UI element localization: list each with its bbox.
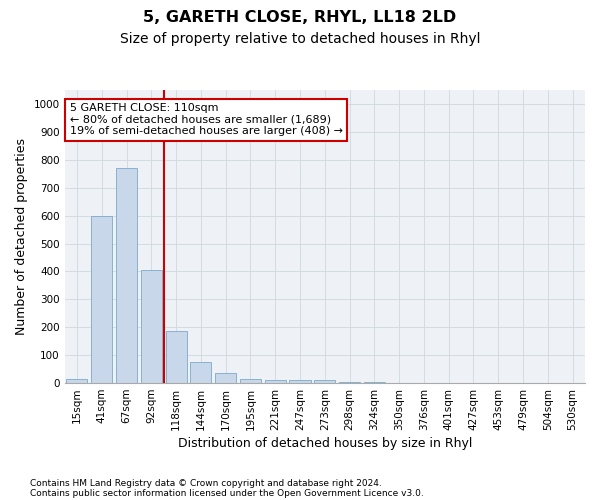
Bar <box>289 380 311 383</box>
Bar <box>240 378 261 383</box>
Bar <box>314 380 335 383</box>
Y-axis label: Number of detached properties: Number of detached properties <box>15 138 28 335</box>
Bar <box>166 332 187 383</box>
Bar <box>91 216 112 383</box>
Bar <box>215 372 236 383</box>
Bar <box>339 382 360 383</box>
Bar <box>190 362 211 383</box>
Bar <box>265 380 286 383</box>
Bar <box>141 270 162 383</box>
Text: Contains public sector information licensed under the Open Government Licence v3: Contains public sector information licen… <box>30 488 424 498</box>
Bar <box>389 382 410 383</box>
Text: 5 GARETH CLOSE: 110sqm
← 80% of detached houses are smaller (1,689)
19% of semi-: 5 GARETH CLOSE: 110sqm ← 80% of detached… <box>70 103 343 136</box>
Text: 5, GARETH CLOSE, RHYL, LL18 2LD: 5, GARETH CLOSE, RHYL, LL18 2LD <box>143 10 457 25</box>
Bar <box>67 379 88 383</box>
Text: Contains HM Land Registry data © Crown copyright and database right 2024.: Contains HM Land Registry data © Crown c… <box>30 478 382 488</box>
Bar <box>364 382 385 383</box>
X-axis label: Distribution of detached houses by size in Rhyl: Distribution of detached houses by size … <box>178 437 472 450</box>
Bar <box>116 168 137 383</box>
Text: Size of property relative to detached houses in Rhyl: Size of property relative to detached ho… <box>120 32 480 46</box>
